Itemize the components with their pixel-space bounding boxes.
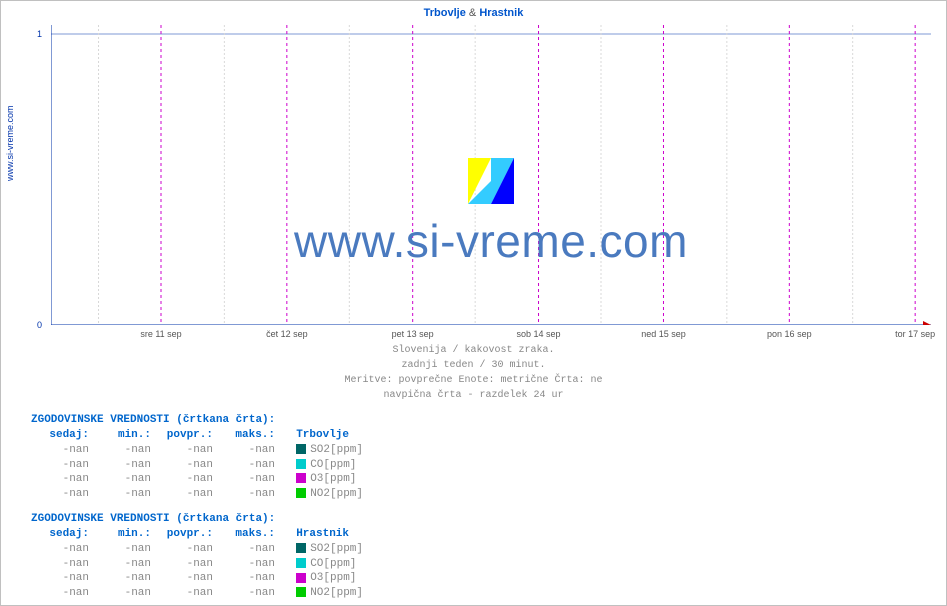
table-header-row: sedaj:min.:povpr.:maks.: Trbovlje [31, 428, 369, 443]
table-header-cell: povpr.: [155, 428, 217, 443]
value-cell: -nan [93, 586, 155, 601]
value-cell: -nan [217, 458, 279, 473]
table-header-cell: sedaj: [31, 428, 93, 443]
table-header-cell: maks.: [217, 428, 279, 443]
chart-plot-area: www.si-vreme.com 0 1 sre 11 sepčet 12 se… [51, 25, 931, 325]
value-cell: -nan [31, 472, 93, 487]
param-cell: CO[ppm] [279, 458, 369, 473]
caption-line2: zadnji teden / 30 minut. [1, 358, 946, 373]
table-header-cell: povpr.: [155, 527, 217, 542]
value-cell: -nan [31, 586, 93, 601]
color-swatch [296, 543, 306, 553]
history-table: sedaj:min.:povpr.:maks.: Trbovlje-nan-na… [31, 428, 369, 502]
caption-line1: Slovenija / kakovost zraka. [1, 343, 946, 358]
caption-line4: navpična črta - razdelek 24 ur [1, 388, 946, 403]
value-cell: -nan [155, 443, 217, 458]
value-cell: -nan [93, 542, 155, 557]
table-row: -nan-nan-nan-nan O3[ppm] [31, 472, 369, 487]
value-cell: -nan [93, 472, 155, 487]
table-title: ZGODOVINSKE VREDNOSTI (črtkana črta): [31, 512, 369, 527]
chart-container: www.si-vreme.com Trbovlje & Hrastnik www… [0, 0, 947, 606]
table-row: -nan-nan-nan-nan NO2[ppm] [31, 487, 369, 502]
table-header-cell: sedaj: [31, 527, 93, 542]
table-row: -nan-nan-nan-nan SO2[ppm] [31, 443, 369, 458]
value-cell: -nan [31, 571, 93, 586]
param-cell: SO2[ppm] [279, 443, 369, 458]
value-cell: -nan [93, 557, 155, 572]
color-swatch [296, 444, 306, 454]
param-cell: NO2[ppm] [279, 487, 369, 502]
table-header-row: sedaj:min.:povpr.:maks.: Hrastnik [31, 527, 369, 542]
ytick-0: 0 [37, 320, 42, 330]
xtick-label: pet 13 sep [392, 329, 434, 339]
value-cell: -nan [217, 472, 279, 487]
table-row: -nan-nan-nan-nan NO2[ppm] [31, 586, 369, 601]
chart-title: Trbovlje & Hrastnik [1, 7, 946, 19]
xtick-label: pon 16 sep [767, 329, 812, 339]
value-cell: -nan [217, 443, 279, 458]
table-header-cell: min.: [93, 428, 155, 443]
value-cell: -nan [31, 557, 93, 572]
value-cell: -nan [155, 472, 217, 487]
table-row: -nan-nan-nan-nan CO[ppm] [31, 557, 369, 572]
table-row: -nan-nan-nan-nan CO[ppm] [31, 458, 369, 473]
title-ampersand: & [469, 7, 476, 19]
color-swatch [296, 488, 306, 498]
table-row: -nan-nan-nan-nan O3[ppm] [31, 571, 369, 586]
value-cell: -nan [155, 557, 217, 572]
table-title: ZGODOVINSKE VREDNOSTI (črtkana črta): [31, 413, 369, 428]
value-cell: -nan [155, 571, 217, 586]
color-swatch [296, 459, 306, 469]
value-cell: -nan [155, 586, 217, 601]
value-cell: -nan [155, 458, 217, 473]
value-cell: -nan [217, 557, 279, 572]
xtick-label: sob 14 sep [516, 329, 560, 339]
station-name-cell: Hrastnik [279, 527, 369, 542]
value-cell: -nan [31, 443, 93, 458]
watermark-text: www.si-vreme.com [294, 214, 688, 268]
chart-caption: Slovenija / kakovost zraka. zadnji teden… [1, 343, 946, 403]
color-swatch [296, 573, 306, 583]
xtick-label: tor 17 sep [895, 329, 935, 339]
history-table: sedaj:min.:povpr.:maks.: Hrastnik-nan-na… [31, 527, 369, 601]
value-cell: -nan [93, 443, 155, 458]
value-cell: -nan [217, 487, 279, 502]
value-cell: -nan [93, 487, 155, 502]
table-header-cell: maks.: [217, 527, 279, 542]
value-cell: -nan [31, 542, 93, 557]
color-swatch [296, 558, 306, 568]
xtick-label: čet 12 sep [266, 329, 308, 339]
value-cell: -nan [31, 487, 93, 502]
ytick-1: 1 [37, 29, 42, 39]
param-cell: SO2[ppm] [279, 542, 369, 557]
title-loc1: Trbovlje [424, 7, 466, 19]
value-cell: -nan [217, 571, 279, 586]
xtick-label: sre 11 sep [140, 329, 181, 339]
table-row: -nan-nan-nan-nan SO2[ppm] [31, 542, 369, 557]
value-cell: -nan [31, 458, 93, 473]
data-tables: ZGODOVINSKE VREDNOSTI (črtkana črta):sed… [31, 413, 369, 601]
table-header-cell: min.: [93, 527, 155, 542]
color-swatch [296, 473, 306, 483]
watermark-logo [468, 158, 514, 204]
xtick-label: ned 15 sep [641, 329, 686, 339]
param-cell: O3[ppm] [279, 472, 369, 487]
value-cell: -nan [93, 571, 155, 586]
param-cell: CO[ppm] [279, 557, 369, 572]
value-cell: -nan [217, 586, 279, 601]
param-cell: NO2[ppm] [279, 586, 369, 601]
param-cell: O3[ppm] [279, 571, 369, 586]
value-cell: -nan [155, 487, 217, 502]
caption-line3: Meritve: povprečne Enote: metrične Črta:… [1, 373, 946, 388]
y-axis-label: www.si-vreme.com [5, 105, 15, 181]
value-cell: -nan [93, 458, 155, 473]
value-cell: -nan [217, 542, 279, 557]
value-cell: -nan [155, 542, 217, 557]
color-swatch [296, 587, 306, 597]
title-loc2: Hrastnik [479, 7, 523, 19]
station-name-cell: Trbovlje [279, 428, 369, 443]
